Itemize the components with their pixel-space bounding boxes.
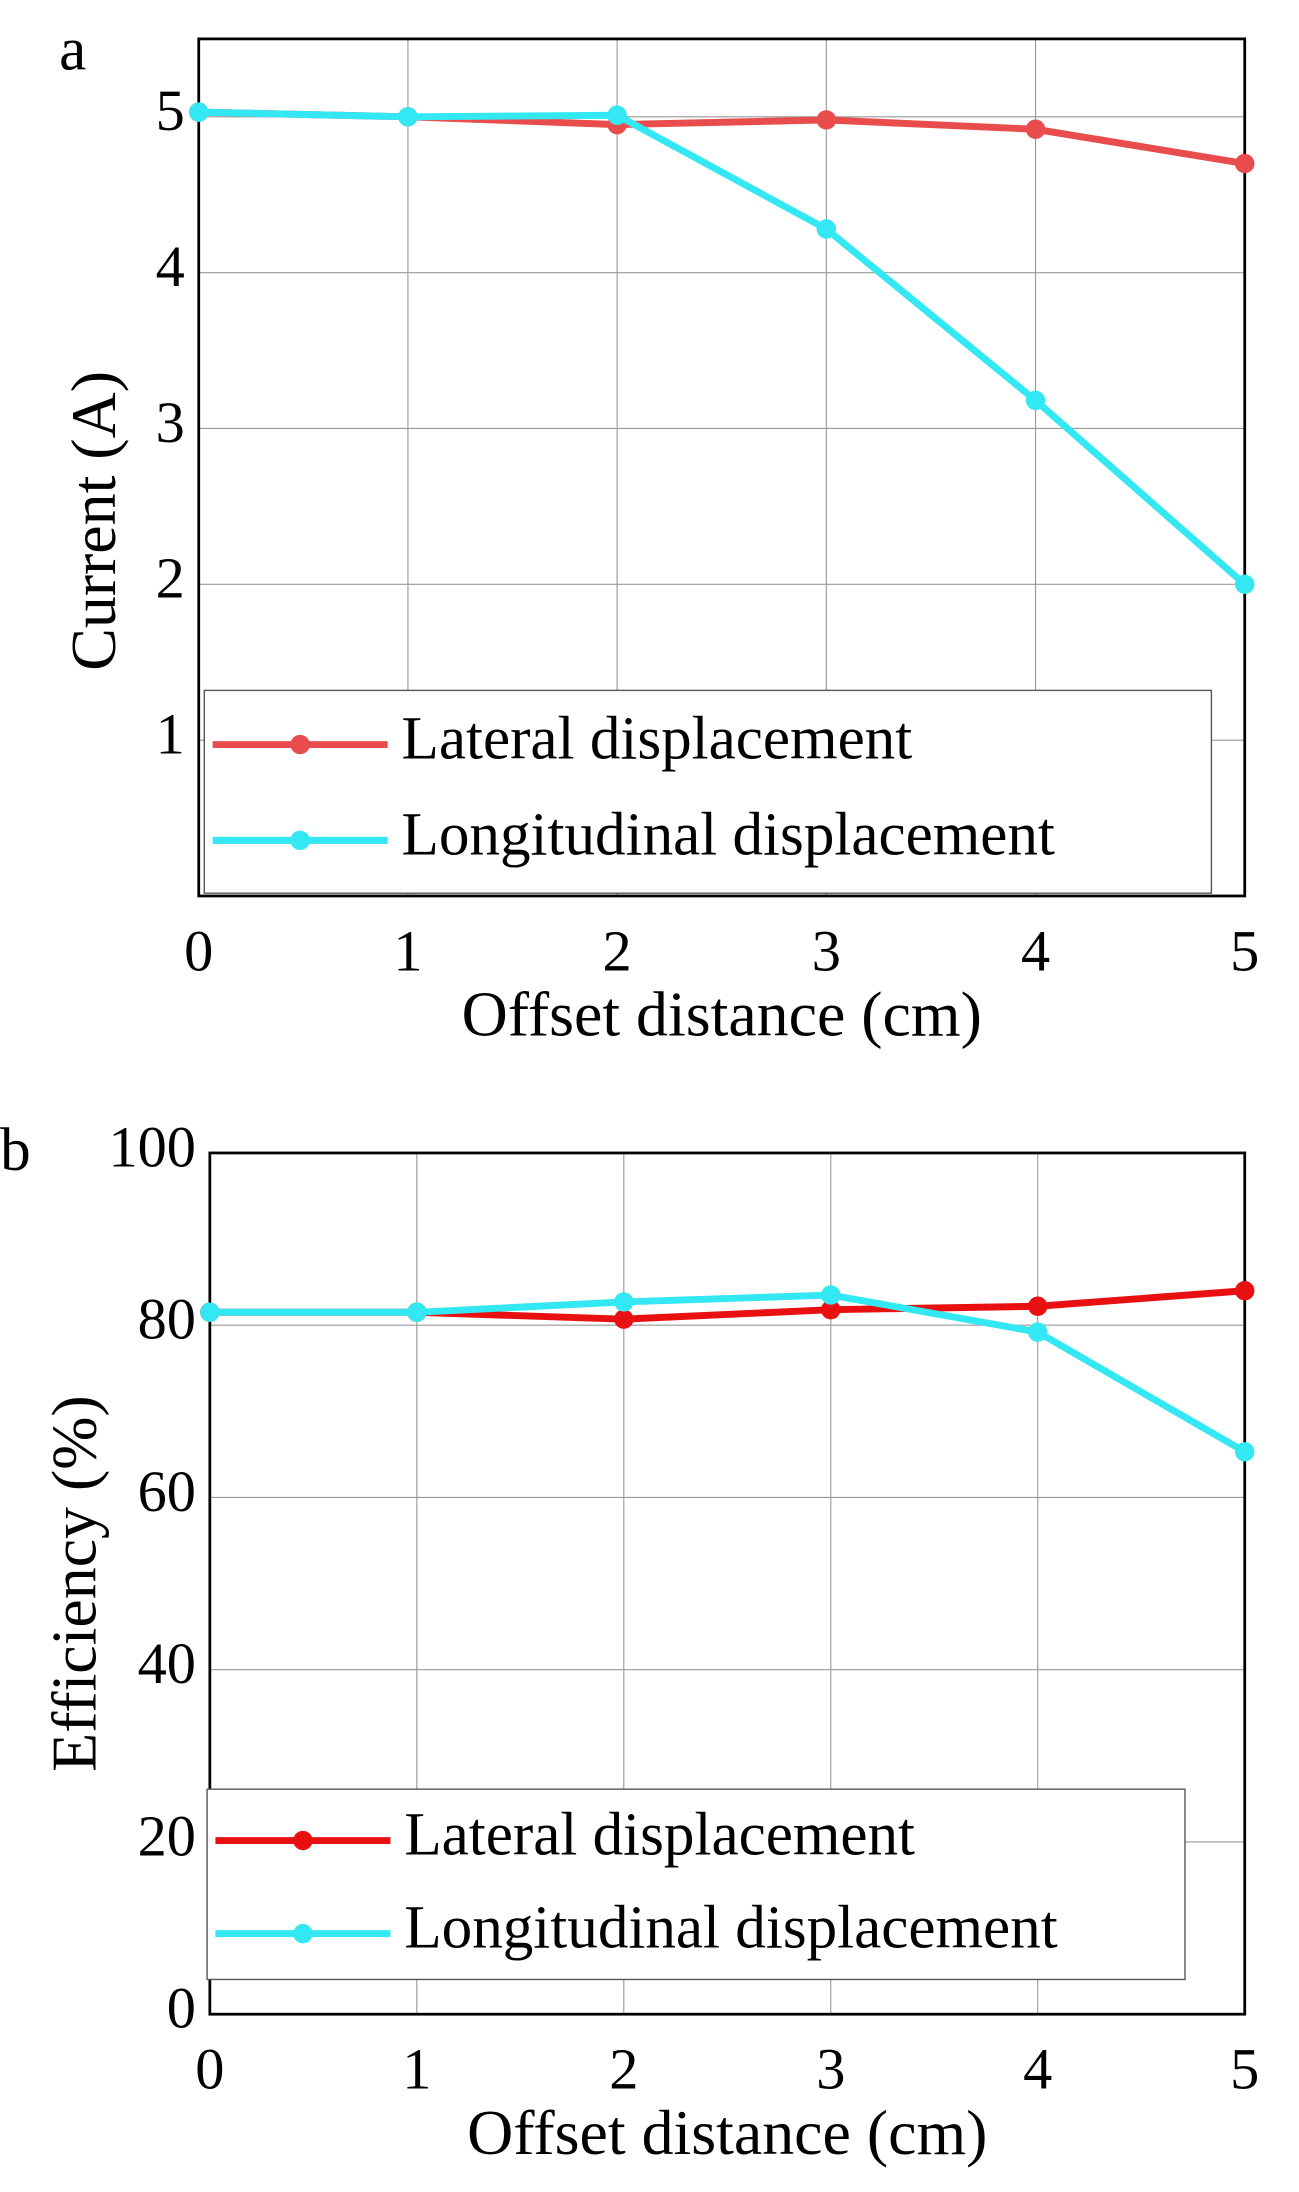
y-tick-label: 40 bbox=[138, 1631, 196, 1696]
legend-marker bbox=[290, 830, 310, 851]
data-point bbox=[189, 102, 209, 122]
data-point bbox=[816, 110, 837, 130]
x-tick-label: 1 bbox=[402, 2037, 431, 2102]
legend-label: Lateral displacement bbox=[404, 1802, 915, 1869]
legend-label: Longitudinal displacement bbox=[402, 801, 1055, 868]
data-point bbox=[821, 1299, 841, 1320]
data-point bbox=[607, 105, 627, 125]
data-point bbox=[1025, 119, 1046, 140]
y-tick-label: 20 bbox=[138, 1803, 196, 1868]
x-tick-label: 5 bbox=[1230, 918, 1259, 983]
data-point bbox=[200, 1302, 220, 1323]
legend-marker bbox=[290, 734, 310, 755]
legend-box bbox=[206, 1788, 1186, 1981]
data-point bbox=[821, 1285, 841, 1305]
data-point bbox=[1235, 1442, 1255, 1462]
x-tick-label: 5 bbox=[1230, 2037, 1259, 2102]
data-point bbox=[614, 1292, 634, 1312]
y-tick-label: 60 bbox=[138, 1459, 196, 1524]
y-tick-label: 2 bbox=[156, 546, 185, 611]
data-point bbox=[407, 1302, 427, 1323]
data-point bbox=[1028, 1322, 1048, 1342]
series-line bbox=[198, 108, 1248, 587]
data-point bbox=[1028, 1296, 1048, 1316]
data-point bbox=[614, 1309, 634, 1329]
x-tick-label: 3 bbox=[816, 2037, 845, 2102]
y-tick-label: 0 bbox=[167, 1976, 196, 2041]
legend-label: Lateral displacement bbox=[402, 706, 913, 773]
x-axis-title: Offset distance (cm) bbox=[467, 2097, 987, 2168]
x-tick-label: 0 bbox=[195, 2037, 224, 2102]
data-point bbox=[398, 107, 418, 127]
y-tick-label: 1 bbox=[156, 702, 185, 767]
legend-box bbox=[203, 689, 1213, 894]
x-tick-label: 4 bbox=[1021, 918, 1050, 983]
y-tick-label: 5 bbox=[156, 78, 185, 143]
x-axis-title: Offset distance (cm) bbox=[462, 979, 982, 1050]
series-line bbox=[209, 1291, 1247, 1455]
x-tick-label: 2 bbox=[603, 918, 632, 983]
y-axis-title: Efficiency (%) bbox=[38, 1395, 109, 1772]
y-tick-label: 100 bbox=[108, 1114, 196, 1179]
legend-label: Longitudinal displacement bbox=[404, 1895, 1057, 1962]
y-tick-label: 3 bbox=[156, 390, 185, 455]
panel-label: a bbox=[59, 17, 86, 84]
x-tick-label: 1 bbox=[393, 918, 422, 983]
x-tick-label: 0 bbox=[184, 918, 213, 983]
legend-marker bbox=[293, 1830, 313, 1851]
panel-label: b bbox=[0, 1117, 31, 1184]
data-point bbox=[1235, 574, 1255, 595]
data-point bbox=[816, 219, 837, 239]
x-tick-label: 3 bbox=[812, 918, 841, 983]
series-line bbox=[198, 108, 1246, 167]
data-point bbox=[1025, 390, 1046, 411]
plot-frame bbox=[197, 37, 1247, 898]
y-axis-title: Current (A) bbox=[58, 371, 129, 671]
legend-marker bbox=[293, 1923, 313, 1944]
y-tick-label: 80 bbox=[138, 1287, 196, 1352]
y-tick-label: 4 bbox=[156, 234, 185, 299]
plot-frame bbox=[208, 1151, 1247, 2016]
data-point bbox=[1235, 1281, 1255, 1301]
x-tick-label: 2 bbox=[609, 2037, 638, 2102]
x-tick-label: 4 bbox=[1023, 2037, 1052, 2102]
data-point bbox=[1235, 153, 1255, 174]
